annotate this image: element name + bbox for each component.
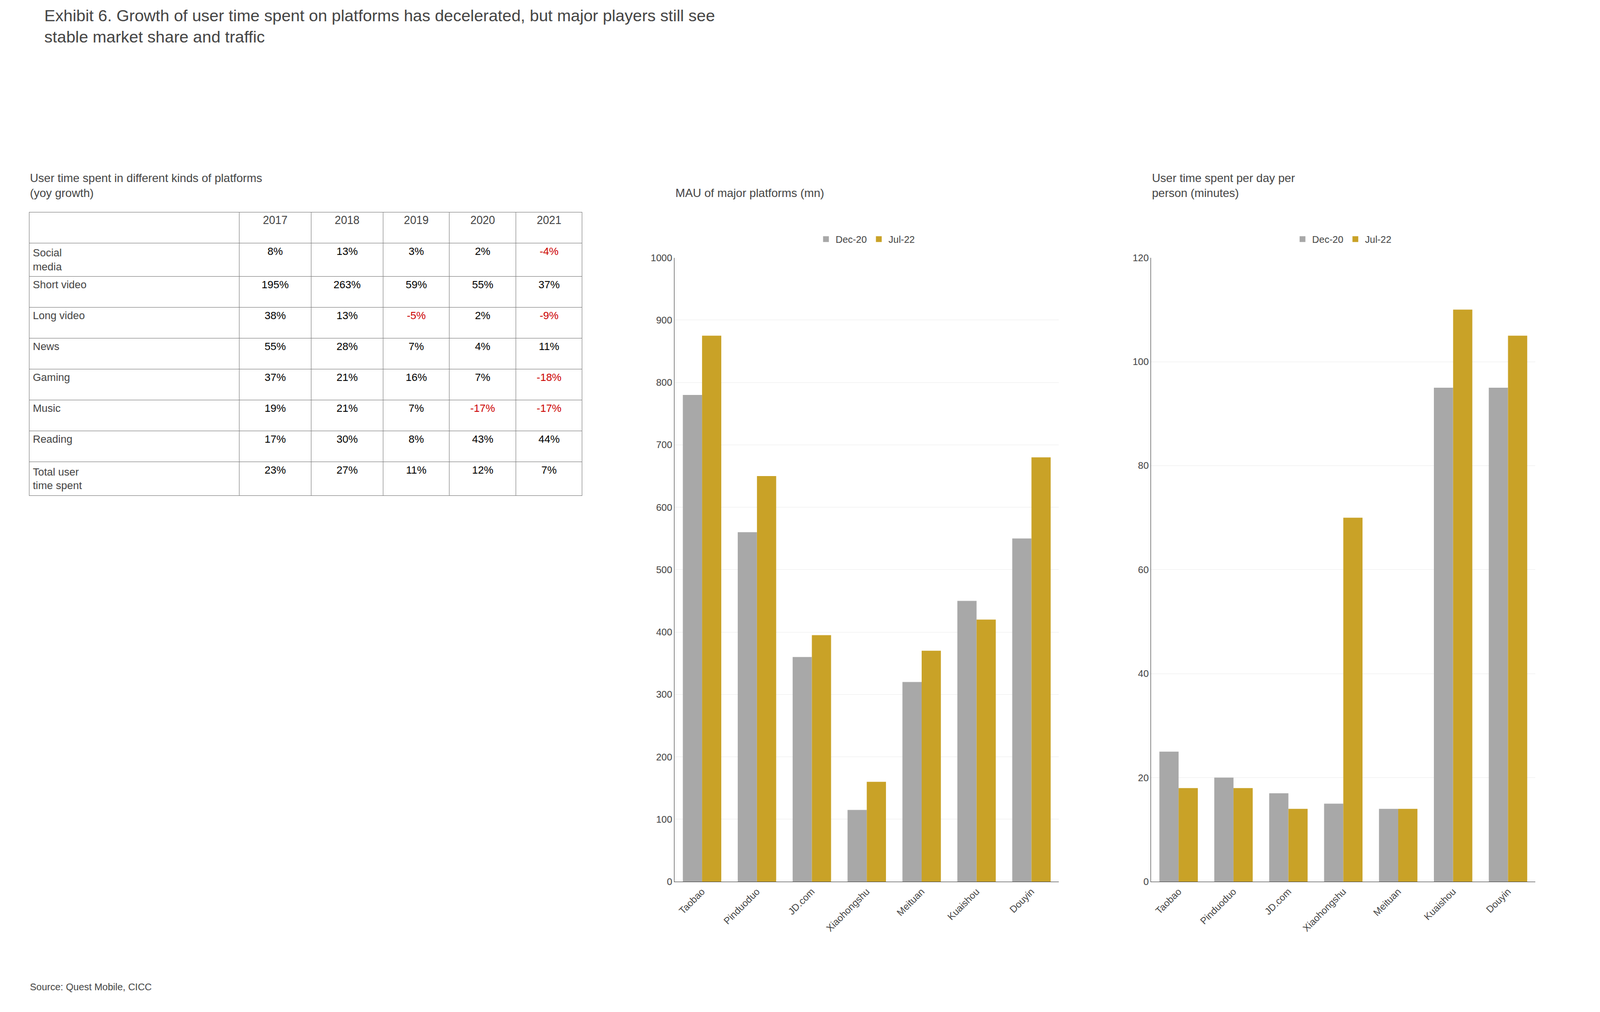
svg-text:44%: 44% — [538, 433, 560, 446]
svg-text:Pinduoduo: Pinduoduo — [721, 885, 762, 927]
svg-text:40: 40 — [1137, 668, 1149, 679]
svg-text:23%: 23% — [264, 463, 286, 477]
svg-text:User time spent in different k: User time spent in different kinds of pl… — [29, 171, 263, 200]
svg-text:55%: 55% — [264, 340, 286, 353]
svg-text:2018: 2018 — [334, 213, 360, 227]
svg-text:Source: Quest Mobile, CICC: Source: Quest Mobile, CICC — [29, 981, 152, 993]
svg-text:20: 20 — [1137, 772, 1149, 784]
svg-text:Xiaohongshu: Xiaohongshu — [824, 885, 872, 934]
svg-text:7%: 7% — [408, 402, 424, 415]
svg-text:Taobao: Taobao — [676, 885, 707, 916]
svg-text:27%: 27% — [336, 463, 358, 477]
svg-text:User time spent per day perper: User time spent per day perperson (minut… — [1151, 171, 1295, 200]
svg-text:Reading: Reading — [32, 433, 73, 446]
svg-text:21%: 21% — [336, 371, 358, 384]
svg-text:Meituan: Meituan — [1371, 885, 1404, 918]
svg-text:Xiaohongshu: Xiaohongshu — [1300, 885, 1348, 934]
svg-text:2021: 2021 — [536, 213, 562, 227]
svg-text:37%: 37% — [264, 371, 286, 384]
svg-text:11%: 11% — [406, 463, 427, 477]
svg-text:100: 100 — [656, 814, 673, 825]
svg-text:30%: 30% — [336, 433, 358, 446]
svg-text:300: 300 — [656, 688, 673, 700]
svg-text:100: 100 — [1132, 356, 1149, 367]
svg-text:600: 600 — [656, 502, 673, 513]
svg-text:2020: 2020 — [470, 213, 495, 227]
svg-text:-17%: -17% — [536, 402, 562, 415]
svg-text:-5%: -5% — [407, 309, 426, 322]
svg-text:8%: 8% — [267, 245, 283, 258]
svg-text:Total usertime spent: Total usertime spent — [32, 465, 83, 492]
svg-text:4%: 4% — [475, 340, 491, 353]
svg-text:13%: 13% — [336, 245, 358, 258]
svg-text:JD.com: JD.com — [1262, 885, 1293, 917]
svg-text:7%: 7% — [408, 340, 424, 353]
svg-text:60: 60 — [1137, 564, 1149, 576]
svg-text:120: 120 — [1132, 252, 1149, 264]
svg-text:Kuaishou: Kuaishou — [945, 885, 982, 923]
svg-text:59%: 59% — [405, 278, 427, 291]
svg-text:-17%: -17% — [470, 402, 495, 415]
svg-text:900: 900 — [656, 314, 673, 326]
svg-text:2019: 2019 — [404, 213, 429, 227]
svg-text:News: News — [32, 340, 60, 353]
svg-text:JD.com: JD.com — [785, 885, 817, 917]
svg-text:500: 500 — [656, 564, 673, 576]
svg-text:Socialmedia: Socialmedia — [32, 246, 63, 273]
svg-text:Jul-22: Jul-22 — [1364, 234, 1391, 245]
svg-text:21%: 21% — [336, 402, 358, 415]
svg-text:400: 400 — [656, 626, 673, 638]
svg-text:38%: 38% — [264, 309, 286, 322]
svg-text:16%: 16% — [405, 371, 427, 384]
svg-text:43%: 43% — [472, 433, 494, 446]
svg-text:Long video: Long video — [32, 309, 85, 322]
svg-text:55%: 55% — [472, 278, 494, 291]
svg-text:11%: 11% — [538, 340, 560, 353]
svg-text:0: 0 — [1143, 876, 1149, 887]
svg-text:200: 200 — [656, 751, 673, 763]
svg-text:2%: 2% — [475, 309, 491, 322]
svg-text:Douyin: Douyin — [1484, 885, 1514, 915]
svg-text:2%: 2% — [475, 245, 491, 258]
svg-text:1000: 1000 — [650, 252, 673, 264]
svg-text:17%: 17% — [264, 433, 286, 446]
svg-text:12%: 12% — [472, 463, 494, 477]
svg-text:Jul-22: Jul-22 — [888, 234, 915, 245]
svg-text:0: 0 — [666, 876, 673, 887]
svg-text:Short video: Short video — [32, 278, 87, 291]
svg-text:263%: 263% — [333, 278, 361, 291]
svg-text:Douyin: Douyin — [1007, 885, 1037, 915]
svg-text:7%: 7% — [541, 463, 557, 477]
svg-text:3%: 3% — [408, 245, 424, 258]
svg-text:28%: 28% — [336, 340, 358, 353]
svg-text:37%: 37% — [538, 278, 560, 291]
svg-text:Gaming: Gaming — [32, 371, 71, 384]
svg-text:-4%: -4% — [539, 245, 559, 258]
svg-text:Dec-20: Dec-20 — [835, 234, 867, 245]
svg-text:8%: 8% — [408, 433, 424, 446]
svg-text:Exhibit 6. Growth of user time: Exhibit 6. Growth of user time spent on … — [44, 6, 716, 46]
svg-text:Pinduoduo: Pinduoduo — [1198, 885, 1239, 927]
svg-text:195%: 195% — [261, 278, 289, 291]
svg-text:80: 80 — [1137, 460, 1149, 471]
svg-text:2017: 2017 — [262, 213, 288, 227]
svg-text:MAU of major platforms (mn): MAU of major platforms (mn) — [675, 186, 825, 200]
svg-text:800: 800 — [656, 377, 673, 388]
svg-text:7%: 7% — [475, 371, 491, 384]
svg-text:Music: Music — [32, 402, 61, 415]
svg-text:700: 700 — [656, 439, 673, 450]
svg-text:19%: 19% — [264, 402, 286, 415]
svg-text:Taobao: Taobao — [1153, 885, 1184, 916]
svg-text:Dec-20: Dec-20 — [1312, 234, 1344, 245]
svg-text:-18%: -18% — [536, 371, 562, 384]
svg-text:-9%: -9% — [539, 309, 559, 322]
svg-text:Kuaishou: Kuaishou — [1421, 885, 1459, 923]
svg-text:13%: 13% — [336, 309, 358, 322]
svg-text:Meituan: Meituan — [894, 885, 927, 918]
